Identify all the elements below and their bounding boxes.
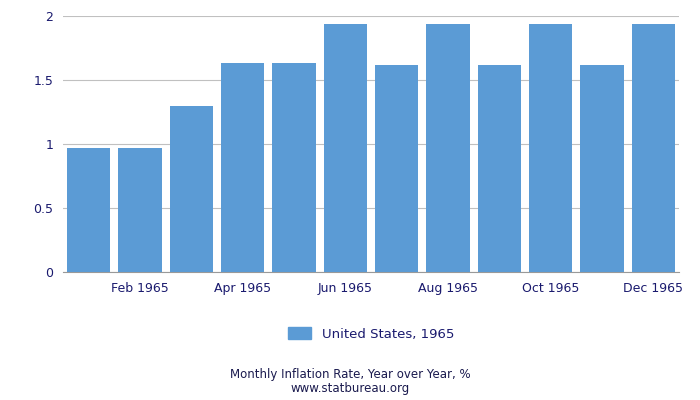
Legend: United States, 1965: United States, 1965: [282, 322, 460, 346]
Bar: [272, 63, 316, 272]
Bar: [118, 148, 162, 272]
Text: Monthly Inflation Rate, Year over Year, %: Monthly Inflation Rate, Year over Year, …: [230, 368, 470, 381]
Bar: [66, 148, 111, 272]
Bar: [528, 24, 573, 272]
Text: www.statbureau.org: www.statbureau.org: [290, 382, 410, 395]
Bar: [323, 24, 367, 272]
Bar: [477, 65, 521, 272]
Bar: [221, 63, 265, 272]
Bar: [169, 106, 213, 272]
Bar: [426, 24, 470, 272]
Bar: [375, 65, 419, 272]
Bar: [580, 65, 624, 272]
Bar: [631, 24, 675, 272]
